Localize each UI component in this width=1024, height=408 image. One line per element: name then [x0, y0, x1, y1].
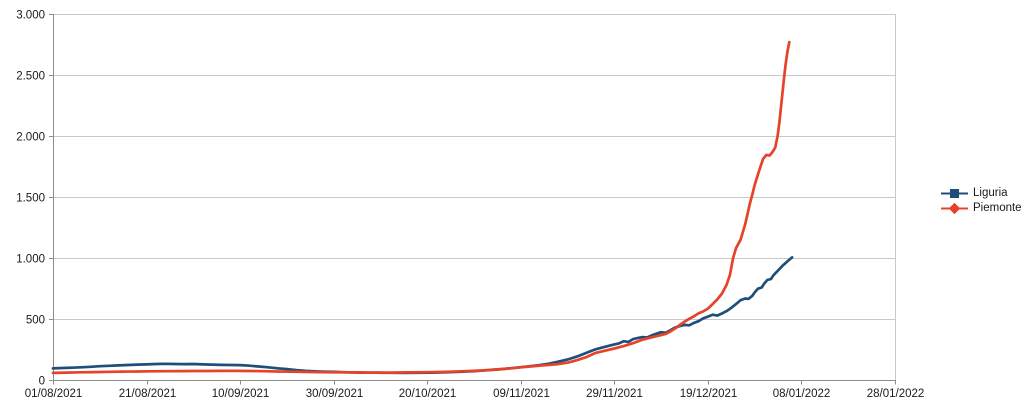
x-tick-label: 19/12/2021 — [680, 388, 738, 400]
x-tick-label: 08/01/2022 — [773, 388, 831, 400]
x-tick-label: 09/11/2021 — [493, 388, 550, 400]
y-tick-label: 500 — [26, 315, 45, 327]
legend-item-liguria[interactable]: Liguria — [941, 187, 1022, 199]
legend-item-piemonte[interactable]: Piemonte — [941, 202, 1022, 214]
legend-label-liguria: Liguria — [973, 187, 1008, 199]
y-tick-label: 0 — [39, 376, 45, 388]
y-tick-label: 2.500 — [16, 71, 45, 83]
piemonte-line-diamond-icon — [941, 202, 968, 214]
series-line-piemonte — [51, 40, 791, 375]
x-tick-label: 21/08/2021 — [119, 388, 177, 400]
liguria-line-square-icon — [941, 188, 968, 198]
legend-label-piemonte: Piemonte — [973, 202, 1022, 214]
y-tick-label: 1.500 — [16, 193, 45, 205]
y-tick-label: 3.000 — [16, 10, 45, 22]
x-tick-label: 30/09/2021 — [306, 388, 364, 400]
chart-legend: Liguria Piemonte — [941, 187, 1022, 214]
y-tick-label: 2.000 — [16, 132, 45, 144]
series-line-liguria — [51, 256, 794, 375]
x-tick-label: 01/08/2021 — [25, 388, 83, 400]
x-tick-label: 10/09/2021 — [212, 388, 270, 400]
x-tick-label: 20/10/2021 — [399, 388, 457, 400]
x-tick-label: 29/11/2021 — [586, 388, 643, 400]
y-tick-label: 1.000 — [16, 254, 45, 266]
x-tick-label: 28/01/2022 — [867, 388, 925, 400]
